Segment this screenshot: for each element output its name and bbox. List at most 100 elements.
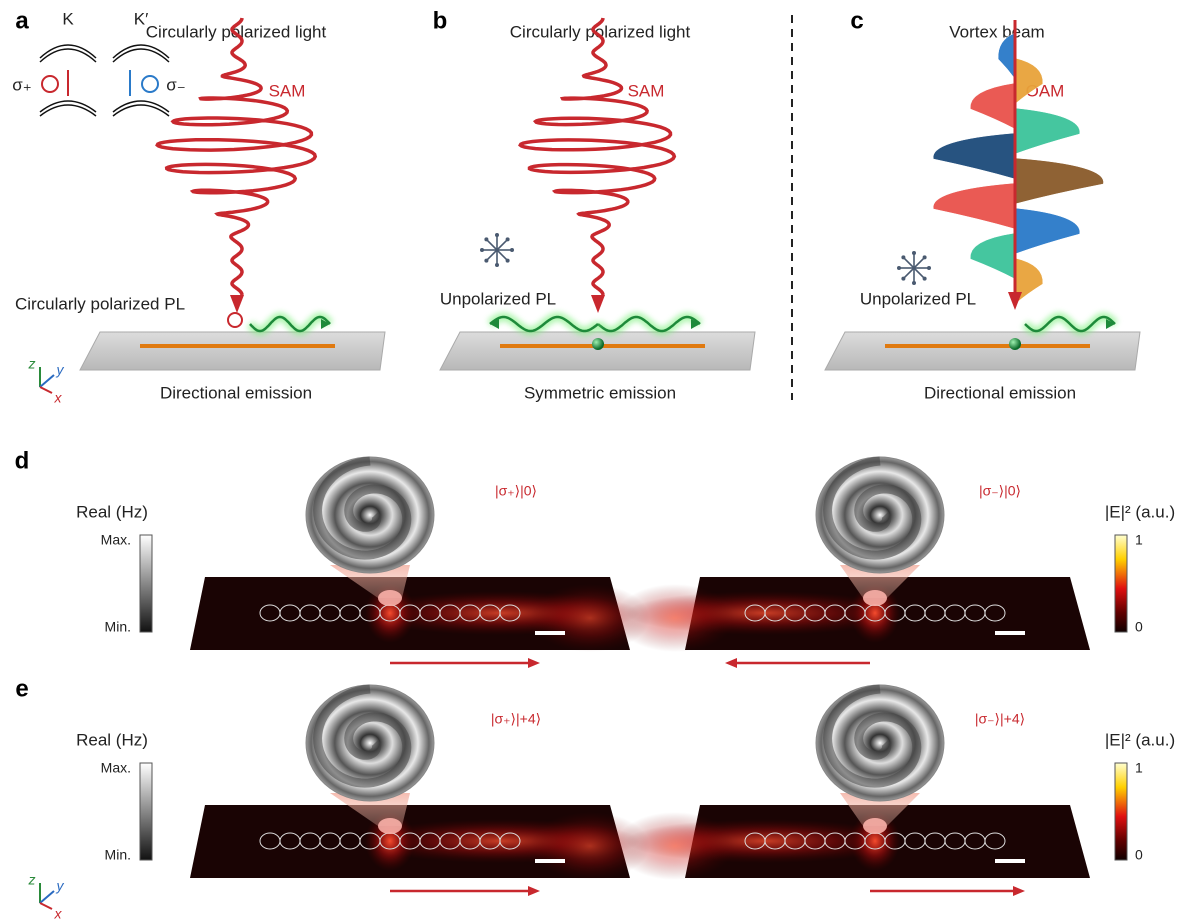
colorbar-label: 0 [1135,847,1143,863]
sigma-label: σ₋ [166,75,185,94]
colorbar-title: Real (Hz) [76,730,148,749]
helicity [142,76,158,92]
polarization-tip [923,255,927,259]
band [40,45,96,62]
label: a [15,7,29,34]
colorbar-label: Min. [105,619,131,635]
polarization-tip [510,248,514,252]
figure: aCircularly polarized lightSAMKK′σ₊σ₋Cir… [0,0,1188,921]
polarization-icon [914,268,925,279]
polarization-icon [903,257,914,268]
colorbar-title: |E|² (a.u.) [1105,502,1175,521]
arrow-head [1008,292,1022,310]
polarization-tip [912,281,916,285]
colorbar [1115,763,1127,860]
band [40,101,96,116]
helicity [42,76,58,92]
vortex-lobe [1015,108,1080,154]
polarization-tip [480,248,484,252]
axis-label: z [28,356,36,372]
source [378,590,402,606]
pl-label: Circularly polarized PL [15,294,185,313]
polarization-tip [927,266,931,270]
polarization-icon [903,268,914,279]
valley-label: K [62,9,74,28]
state-label: |σ₊⟩|+4⟩ [491,711,541,727]
colorbar-title: |E|² (a.u.) [1105,730,1175,749]
colorbar-label: Min. [105,847,131,863]
beam-label: SAM [269,81,306,100]
axis-label: z [28,872,36,888]
polarization-tip [495,263,499,267]
colorbar-title: Real (Hz) [76,502,148,521]
arrow-head [1013,886,1025,896]
axis-label: y [56,362,65,378]
band [113,45,169,62]
state-label: |σ₊⟩|0⟩ [495,483,537,499]
vortex-lobe [1015,208,1080,254]
axis [40,903,52,909]
polarization-tip [484,237,488,241]
label: e [15,675,28,702]
substrate [440,332,755,370]
polarization-tip [484,259,488,263]
arrow-head [528,658,540,668]
polarization-icon [486,239,497,250]
polarization-tip [897,266,901,270]
polarization-icon [914,257,925,268]
vortex-lobe [933,133,1015,179]
helicity [228,313,242,327]
light-helix [157,18,315,295]
vortex-lobe [970,83,1015,129]
beam-label: SAM [628,81,665,100]
colorbar-label: 1 [1135,532,1143,548]
pl-label: Unpolarized PL [860,289,976,308]
colorbar-label: 0 [1135,619,1143,635]
state-label: |σ₋⟩|+4⟩ [975,711,1025,727]
colorbar-label: Max. [101,760,131,776]
field-glow [615,812,735,880]
exciton [592,338,604,350]
band [113,101,169,116]
arrow-head [591,295,605,313]
axis-label: x [54,906,63,921]
pl-label: Unpolarized PL [440,289,556,308]
polarization-tip [912,251,916,255]
vortex-lobe [933,183,1015,229]
substrate [825,332,1140,370]
colorbar-label: 1 [1135,760,1143,776]
axis-label: x [54,390,63,406]
caption: Directional emission [924,383,1076,402]
arrow-head [230,295,244,313]
arrow-head [725,658,737,668]
polarization-tip [901,255,905,259]
axis [40,375,54,387]
colorbar [1115,535,1127,632]
field-glow [615,584,735,652]
source [863,590,887,606]
source [378,818,402,834]
polarization-icon [497,239,508,250]
polarization-tip [901,277,905,281]
caption: Directional emission [160,383,312,402]
light-helix [520,18,674,295]
panel-title: Vortex beam [949,22,1044,41]
label: d [15,447,30,474]
vortex-lobe [970,233,1015,279]
arrow-head [528,886,540,896]
polarization-icon [497,250,508,261]
axis-label: y [56,878,65,894]
state-label: |σ₋⟩|0⟩ [979,483,1021,499]
exciton [1009,338,1021,350]
polarization-tip [506,259,510,263]
label: b [433,7,448,34]
colorbar-label: Max. [101,532,131,548]
substrate [80,332,385,370]
polarization-tip [923,277,927,281]
polarization-tip [506,237,510,241]
caption: Symmetric emission [524,383,676,402]
colorbar [140,763,152,860]
axis [40,891,54,903]
valley-label: K′ [134,9,149,28]
polarization-tip [495,233,499,237]
